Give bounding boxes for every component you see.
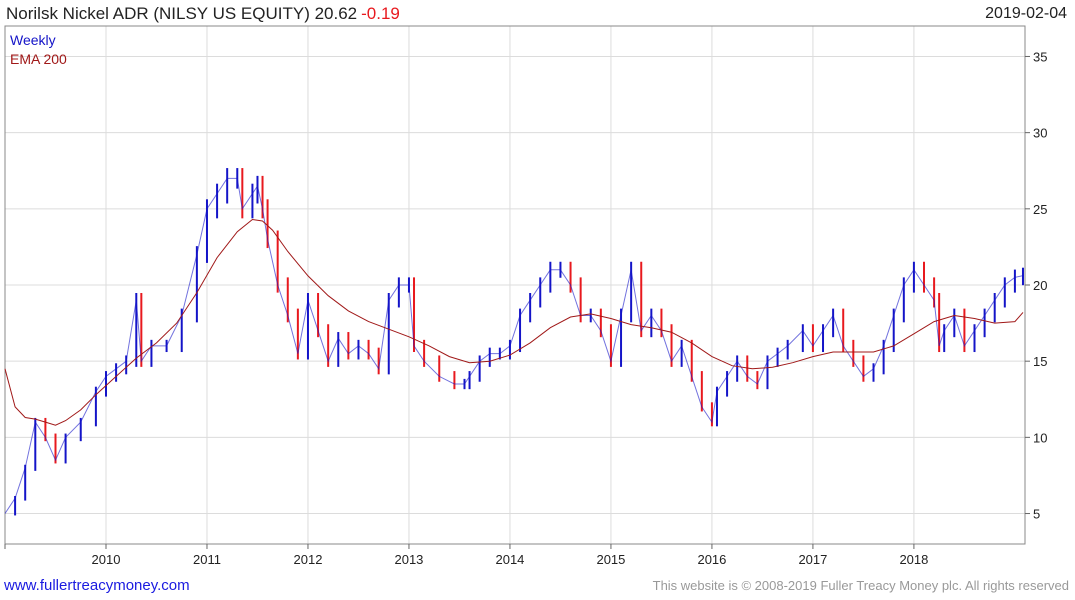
grid-lines (5, 26, 1025, 544)
x-tick-label: 2011 (193, 552, 221, 567)
x-tick-label: 2018 (899, 552, 928, 567)
y-tick-label: 25 (1033, 202, 1047, 217)
x-tick-label: 2015 (596, 552, 625, 567)
y-tick-label: 30 (1033, 126, 1047, 141)
legend-weekly: Weekly (10, 32, 56, 48)
x-tick-label: 2017 (798, 552, 827, 567)
chart-title: Norilsk Nickel ADR (NILSY US EQUITY) 20.… (6, 4, 400, 24)
x-axis: 2010 2011 2012 2013 2014 2015 2016 2017 2018 (4, 544, 928, 567)
legend-ema-200: EMA 200 (10, 51, 67, 67)
ema-200-line (4, 218, 1024, 426)
copyright-notice: This website is © 2008-2019 Fuller Treac… (652, 578, 1069, 593)
price-change: -0.19 (361, 4, 400, 23)
y-tick-label: 5 (1033, 507, 1040, 522)
chart-date: 2019-02-04 (985, 5, 1067, 22)
y-tick-label: 10 (1033, 430, 1047, 445)
y-tick-label: 20 (1033, 278, 1047, 293)
y-axis: 5 10 15 20 25 30 35 (1025, 49, 1047, 522)
x-tick-label: 2012 (294, 552, 323, 567)
y-tick-label: 35 (1033, 49, 1047, 64)
x-tick-label: 2014 (495, 552, 524, 567)
x-tick-label: 2013 (394, 552, 423, 567)
site-link[interactable]: www.fullertreacymoney.com (4, 577, 190, 594)
weekly-bars (4, 168, 1024, 516)
x-tick-label: 2016 (697, 552, 726, 567)
x-tick-label: 2010 (92, 552, 121, 567)
title-text: Norilsk Nickel ADR (NILSY US EQUITY) 20.… (6, 4, 358, 23)
weekly-close-line (4, 177, 1024, 514)
y-tick-label: 15 (1033, 354, 1047, 369)
